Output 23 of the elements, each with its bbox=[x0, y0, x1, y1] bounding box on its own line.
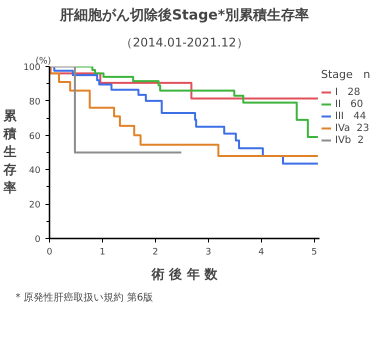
legend-label: I 28 bbox=[335, 86, 360, 98]
y-tick-label: 0 bbox=[34, 235, 41, 245]
legend-label: III 44 bbox=[335, 110, 366, 122]
x-axis-title: 術 後 年 数 bbox=[150, 266, 218, 282]
x-tick-label: 1 bbox=[100, 248, 106, 258]
y-axis-title: 累積生存率 bbox=[2, 109, 18, 196]
y-tick-label: 60 bbox=[29, 132, 41, 142]
x-tick-label: 2 bbox=[152, 248, 158, 258]
legend-title: Stage n bbox=[321, 68, 370, 81]
x-tick-label: 0 bbox=[46, 248, 53, 258]
text: * 原発性肝癌取扱い規約 第6版 bbox=[16, 292, 154, 304]
chart-subtitle: （2014.01-2021.12） bbox=[120, 36, 248, 50]
y-tick-label: 80 bbox=[29, 97, 41, 108]
legend-label: II 60 bbox=[335, 98, 364, 110]
chart-title: 肝細胞がん切除後Stage*別累積生存率 bbox=[58, 6, 310, 24]
y-tick-label: 20 bbox=[29, 200, 41, 211]
y-tick-label: 100 bbox=[23, 63, 41, 73]
legend-label: IVb 2 bbox=[335, 134, 364, 146]
x-tick-label: 3 bbox=[205, 248, 212, 258]
legend-label: IVa 23 bbox=[335, 122, 370, 134]
y-tick-label: 40 bbox=[29, 166, 41, 176]
x-tick-label: 5 bbox=[311, 248, 318, 258]
x-tick-label: 4 bbox=[258, 248, 264, 258]
